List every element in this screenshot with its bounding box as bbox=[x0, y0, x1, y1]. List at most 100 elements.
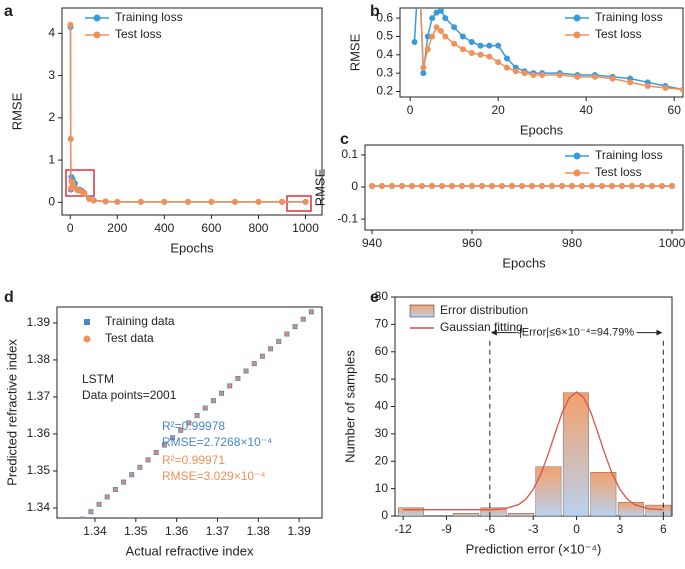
data-point bbox=[102, 198, 109, 205]
data-point bbox=[203, 406, 208, 411]
data-point bbox=[539, 71, 546, 78]
data-point bbox=[512, 68, 519, 75]
hist-bar bbox=[645, 504, 672, 516]
legend-marker bbox=[83, 335, 91, 343]
plot-frame bbox=[399, 7, 684, 98]
data-point bbox=[260, 354, 265, 359]
hist-bar bbox=[398, 507, 424, 516]
hist-bar bbox=[617, 502, 644, 516]
data-point bbox=[276, 339, 281, 344]
x-tick-label: 200 bbox=[107, 221, 127, 235]
data-point bbox=[235, 376, 240, 381]
data-point bbox=[437, 27, 444, 34]
data-point bbox=[479, 183, 485, 190]
x-axis-label: Prediction error (×10⁻⁴) bbox=[466, 541, 602, 556]
plot-frame bbox=[56, 306, 323, 519]
y-tick-label: 1.38 bbox=[27, 352, 51, 366]
x-tick-label: 1.36 bbox=[165, 524, 189, 538]
data-point bbox=[459, 33, 466, 40]
y-tick-label: 50 bbox=[375, 371, 389, 385]
x-axis-label: Epochs bbox=[170, 240, 214, 255]
data-point bbox=[639, 183, 645, 190]
panel-letter: a bbox=[4, 3, 13, 20]
data-point bbox=[451, 40, 458, 47]
y-tick-label: 1.35 bbox=[27, 463, 51, 477]
data-point bbox=[389, 183, 395, 190]
data-point bbox=[86, 195, 93, 202]
x-tick-label: 940 bbox=[362, 236, 382, 250]
range-label-bg bbox=[516, 324, 637, 341]
data-point bbox=[244, 369, 249, 374]
data-point bbox=[459, 183, 465, 190]
data-point bbox=[114, 198, 121, 205]
x-tick-label: 0 bbox=[67, 221, 74, 235]
zoom-box bbox=[65, 169, 95, 197]
data-point bbox=[649, 183, 655, 190]
legend-label: Training loss bbox=[595, 148, 663, 162]
legend-label: Training loss bbox=[115, 10, 183, 24]
legend-label: Test loss bbox=[595, 27, 642, 41]
y-axis-label: Number of samples bbox=[342, 350, 357, 463]
data-point bbox=[219, 391, 224, 396]
y-tick-label: -0.1 bbox=[337, 211, 358, 225]
data-point bbox=[429, 15, 436, 22]
y-tick-label: 2 bbox=[48, 110, 55, 124]
x-tick-label: 0 bbox=[407, 103, 414, 117]
data-point bbox=[424, 46, 431, 53]
panel-letter: d bbox=[4, 289, 14, 306]
y-axis-label: RMSE bbox=[347, 33, 362, 71]
x-tick-label: 1.37 bbox=[206, 524, 230, 538]
data-point bbox=[627, 79, 634, 86]
data-point bbox=[619, 183, 625, 190]
data-point bbox=[477, 51, 484, 58]
data-point bbox=[429, 33, 436, 40]
data-point bbox=[178, 428, 183, 433]
data-point bbox=[293, 324, 298, 329]
data-point bbox=[591, 73, 598, 80]
data-point bbox=[162, 443, 167, 448]
x-tick-label: 1000 bbox=[659, 236, 685, 250]
data-point bbox=[449, 183, 455, 190]
data-point bbox=[519, 183, 525, 190]
data-point bbox=[231, 198, 238, 205]
legend-marker bbox=[573, 152, 581, 160]
zoom-box bbox=[286, 195, 312, 212]
data-point bbox=[81, 517, 85, 518]
data-point bbox=[521, 70, 528, 77]
data-point bbox=[67, 21, 74, 28]
hist-bar bbox=[590, 472, 617, 516]
data-point bbox=[90, 197, 97, 204]
y-tick-label: 0 bbox=[351, 179, 358, 193]
x-tick-label: 6 bbox=[660, 522, 667, 536]
data-point bbox=[73, 525, 77, 529]
y-tick-label: 0 bbox=[381, 508, 388, 522]
data-point bbox=[609, 183, 615, 190]
data-point bbox=[252, 361, 257, 366]
range-label: |Error|≤6×10⁻⁴=94.79% bbox=[519, 326, 634, 338]
x-tick-label: 60 bbox=[668, 103, 682, 117]
plot-area bbox=[67, 21, 309, 205]
legend-label: Test loss bbox=[595, 165, 642, 179]
panel-letter: c bbox=[340, 131, 349, 148]
data-point bbox=[161, 198, 168, 205]
y-tick-label: 1.36 bbox=[27, 426, 51, 440]
data-point bbox=[170, 435, 175, 440]
data-point bbox=[680, 86, 683, 93]
panel-letter: e bbox=[370, 289, 379, 306]
x-tick-label: 20 bbox=[491, 103, 505, 117]
data-point bbox=[659, 183, 665, 190]
x-tick-label: 1.39 bbox=[287, 524, 311, 538]
annotation: RMSE=2.7268×10⁻⁴ bbox=[162, 435, 272, 449]
data-point bbox=[227, 383, 232, 388]
y-tick-label: 1.34 bbox=[27, 500, 51, 514]
fit-curve bbox=[403, 391, 664, 511]
data-point bbox=[67, 135, 74, 142]
y-tick-label: 1.37 bbox=[27, 389, 51, 403]
hist-bar bbox=[562, 392, 589, 516]
data-point bbox=[486, 42, 493, 49]
y-tick-label: 1 bbox=[48, 152, 55, 166]
data-point bbox=[302, 198, 309, 205]
data-point bbox=[459, 46, 466, 53]
data-point bbox=[669, 183, 675, 190]
data-point bbox=[589, 183, 595, 190]
